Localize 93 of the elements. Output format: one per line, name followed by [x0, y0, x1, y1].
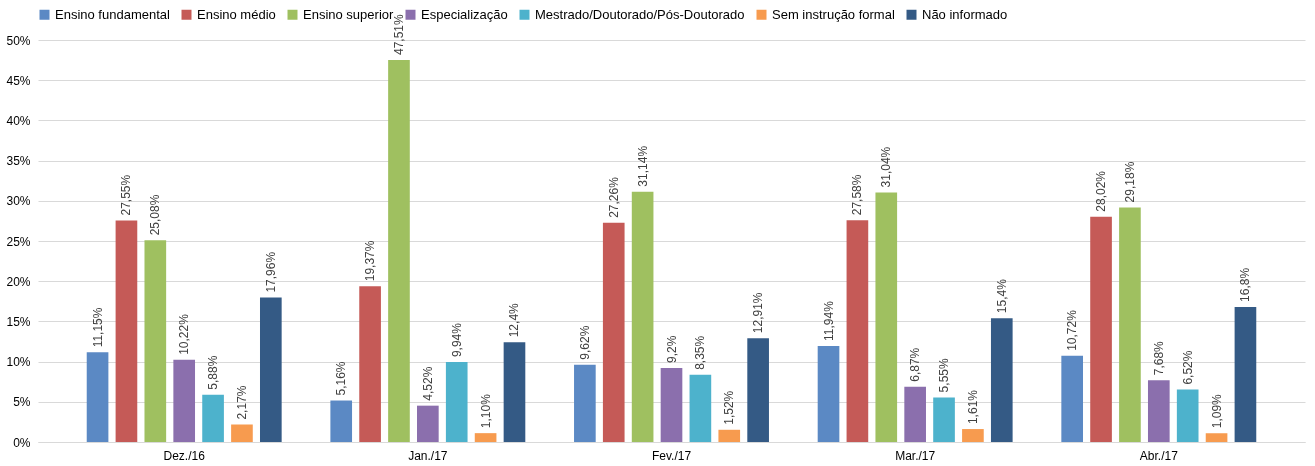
y-tick-label: 0% [13, 435, 31, 450]
data-label: 11,15% [90, 307, 105, 348]
legend-label: Ensino médio [197, 6, 276, 22]
data-label: 1,10% [478, 393, 493, 429]
bar [1061, 355, 1083, 442]
y-tick-label: 45% [6, 73, 31, 88]
bar [990, 318, 1013, 442]
data-label: 4,52% [420, 366, 435, 401]
bar [503, 342, 526, 442]
bar [718, 429, 741, 442]
data-label: 28,02% [1094, 170, 1109, 212]
bar [202, 394, 224, 442]
bar [1119, 207, 1141, 442]
data-label: 1,09% [1209, 393, 1224, 429]
data-label: 1,61% [965, 389, 980, 425]
bar [1147, 380, 1170, 442]
bar [904, 386, 926, 442]
bar [359, 286, 381, 442]
data-label: 9,94% [449, 322, 464, 358]
bar [846, 220, 869, 442]
y-tick-label: 30% [6, 194, 31, 209]
data-label: 9,2% [664, 335, 679, 364]
bar [144, 240, 167, 442]
bar [602, 222, 625, 442]
bar [86, 352, 109, 442]
data-label: 25,08% [148, 194, 163, 236]
bar [330, 400, 353, 442]
bar [388, 60, 410, 442]
bar [445, 362, 468, 442]
y-tick-label: 5% [13, 395, 31, 410]
x-tick-label: Fev./17 [651, 448, 692, 463]
data-label: 1,52% [722, 390, 737, 425]
data-label: 29,18% [1122, 161, 1137, 203]
bar [1090, 216, 1112, 442]
bar [417, 405, 439, 442]
y-tick-label: 50% [6, 33, 31, 48]
y-tick-label: 35% [6, 154, 31, 169]
bar [574, 364, 596, 442]
data-label: 15,4% [994, 278, 1009, 314]
bar [689, 374, 712, 442]
y-tick-label: 25% [6, 234, 31, 249]
data-label: 17,96% [263, 251, 278, 293]
bar [817, 346, 840, 442]
bar [875, 192, 898, 442]
bar [933, 397, 955, 442]
data-label: 27,55% [119, 174, 134, 216]
legend-label: Mestrado/Doutorado/Pós-Doutorado [535, 6, 745, 22]
bar [260, 297, 282, 442]
bar [474, 433, 497, 442]
data-label: 12,4% [507, 302, 522, 338]
data-label: 27,58% [850, 174, 865, 216]
y-tick-label: 10% [6, 355, 31, 370]
bar [747, 338, 769, 442]
data-label: 31,14% [635, 145, 650, 187]
x-tick-label: Abr./17 [1139, 448, 1179, 463]
y-tick-label: 15% [6, 314, 31, 329]
bar [173, 359, 196, 442]
bar [1205, 433, 1228, 442]
legend-label: Ensino fundamental [55, 6, 171, 22]
x-tick-label: Mar./17 [895, 448, 936, 463]
data-label: 11,94% [821, 300, 836, 341]
bar [1176, 389, 1199, 442]
data-label: 31,04% [879, 146, 894, 188]
data-label: 9,62% [577, 325, 592, 360]
data-label: 10,22% [177, 313, 192, 355]
data-label: 19,37% [363, 240, 378, 282]
data-label: 5,55% [937, 358, 952, 393]
legend-label: Ensino superior [303, 6, 394, 22]
data-label: 10,72% [1065, 309, 1080, 351]
data-label: 6,52% [1180, 350, 1195, 385]
bar [660, 368, 683, 442]
data-label: 2,17% [234, 385, 249, 420]
legend-label: Especialização [421, 6, 508, 22]
data-label: 8,35% [693, 335, 708, 370]
bar [631, 191, 654, 442]
bar [231, 424, 253, 442]
data-label: 12,91% [751, 292, 766, 334]
x-tick-label: Jan./17 [408, 448, 448, 463]
data-label: 16,8% [1238, 267, 1253, 302]
legend-label: Sem instrução formal [772, 6, 895, 22]
bar [115, 220, 138, 442]
data-label: 5,88% [206, 355, 221, 390]
y-tick-label: 40% [6, 113, 31, 128]
bar [962, 429, 984, 442]
data-label: 47,51% [391, 13, 406, 56]
legend-label: Não informado [922, 6, 1008, 22]
data-label: 6,87% [908, 347, 923, 382]
x-tick-label: Dez./16 [163, 448, 206, 463]
data-label: 5,16% [334, 361, 349, 396]
y-tick-label: 20% [6, 274, 31, 289]
data-label: 27,26% [606, 176, 621, 218]
bar [1234, 306, 1257, 442]
data-label: 7,68% [1151, 340, 1166, 376]
